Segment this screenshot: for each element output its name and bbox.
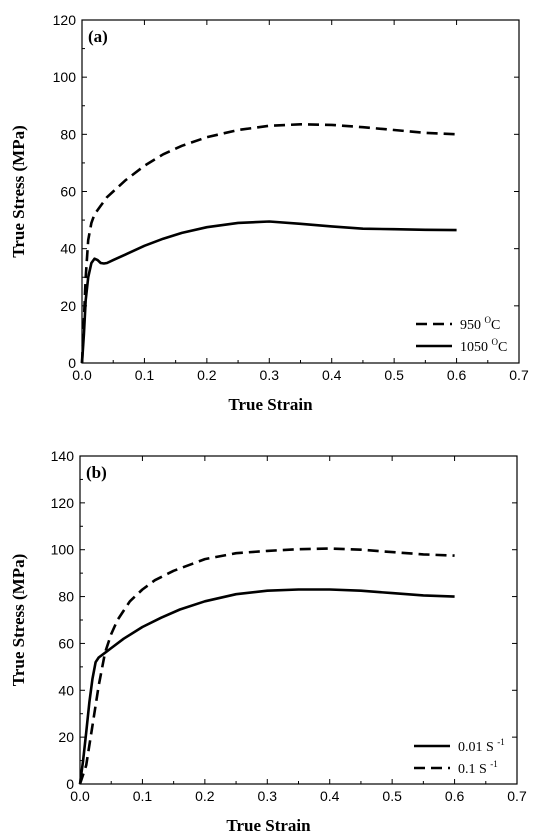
chart-a-x-tick-label: 0.0 xyxy=(72,367,92,383)
chart-b-legend-label: 0.1 S -1 xyxy=(458,759,498,777)
chart-a-x-tick-label: 0.2 xyxy=(197,367,217,383)
chart-a-y-tick-label: 100 xyxy=(53,69,77,85)
chart-a-series-1-line xyxy=(80,123,457,364)
chart-b-y-tick-label: 140 xyxy=(51,448,75,464)
chart-b-legend: 0.01 S -1 0.1 S -1 xyxy=(414,737,505,777)
chart-b-series-1-line xyxy=(78,588,455,785)
chart-b-y-tick-label: 80 xyxy=(58,589,74,605)
chart-a-legend-label: 950 OC xyxy=(460,315,500,333)
chart-b-x-tick-label: 0.0 xyxy=(70,788,90,804)
chart-b-y-tick-label: 120 xyxy=(51,495,75,511)
chart-a-plot-frame xyxy=(81,19,520,364)
chart-b-x-tick-label: 0.1 xyxy=(133,788,153,804)
chart-a-panel-label: (a) xyxy=(88,27,108,46)
chart-a-x-axis-title: True Strain xyxy=(228,395,313,414)
chart-b-x-tick-label: 0.7 xyxy=(507,788,527,804)
chart-a-legend: 950 OC 1050 OC xyxy=(416,315,507,355)
chart-b-x-tick-label: 0.3 xyxy=(258,788,278,804)
chart-a-y-tick-label: 120 xyxy=(53,12,77,28)
chart-a-y-tick-label: 60 xyxy=(60,184,76,200)
chart-b-series-2-line xyxy=(78,547,455,785)
chart-a-y-tick-label: 20 xyxy=(60,298,76,314)
chart-b-y-tick-label: 100 xyxy=(51,542,75,558)
chart-b-x-tick-label: 0.5 xyxy=(382,788,402,804)
chart-b-y-axis-title: True Stress (MPa) xyxy=(9,554,28,687)
chart-a-x-tick-label: 0.5 xyxy=(384,367,404,383)
chart-b-x-tick-label: 0.4 xyxy=(320,788,340,804)
chart-b-x-axis-title: True Strain xyxy=(226,816,311,835)
chart-a-y-tick-label: 80 xyxy=(60,126,76,142)
chart-a: 0.0 0.1 0.2 0.3 0.4 0.5 0.6 0.7 0 20 40 60 80 100 120 T… xyxy=(9,12,529,414)
chart-a-y-tick-label: 40 xyxy=(60,241,76,257)
chart-a-legend-label: 1050 OC xyxy=(460,337,507,355)
chart-b-y-tick-label: 0 xyxy=(66,776,74,792)
chart-b-x-tick-label: 0.6 xyxy=(445,788,465,804)
chart-b-y-tick-label: 20 xyxy=(58,729,74,745)
chart-b: 0.0 0.1 0.2 0.3 0.4 0.5 0.6 0.7 0 20 40 60 80 100 120 1… xyxy=(9,448,527,835)
chart-b-x-tick-label: 0.2 xyxy=(195,788,215,804)
chart-a-y-tick-label: 0 xyxy=(68,355,76,371)
chart-a-x-tick-label: 0.3 xyxy=(260,367,280,383)
chart-a-x-tick-label: 0.6 xyxy=(447,367,467,383)
chart-b-plot-frame xyxy=(79,455,518,785)
chart-b-panel-label: (b) xyxy=(86,463,107,482)
chart-a-y-axis-title: True Stress (MPa) xyxy=(9,125,28,258)
chart-a-x-tick-label: 0.1 xyxy=(135,367,155,383)
chart-b-legend-label: 0.01 S -1 xyxy=(458,737,505,755)
chart-b-y-tick-label: 60 xyxy=(58,635,74,651)
chart-a-x-tick-label: 0.7 xyxy=(509,367,529,383)
chart-a-x-tick-label: 0.4 xyxy=(322,367,342,383)
chart-a-series-2-line xyxy=(80,220,457,364)
chart-b-y-tick-label: 40 xyxy=(58,682,74,698)
